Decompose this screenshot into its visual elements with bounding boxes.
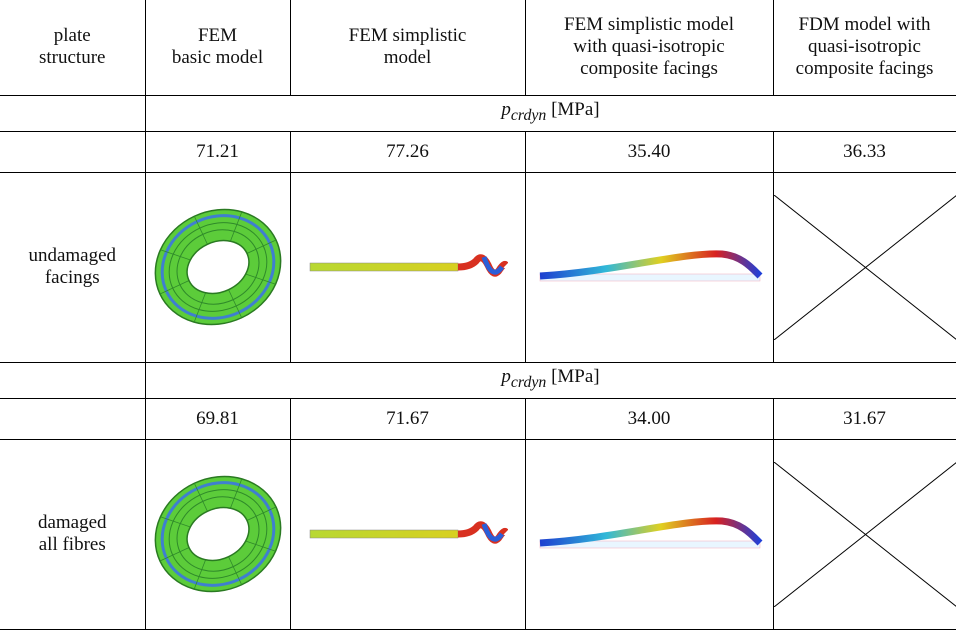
value-cell: 71.21 — [145, 131, 290, 172]
header-cell: FDM model with quasi-isotropic composite… — [773, 0, 956, 95]
value-cell: 35.40 — [525, 131, 773, 172]
results-table: plate structure FEM basic model FEM simp… — [0, 0, 956, 630]
quantity-subscript: crdyn — [511, 374, 546, 391]
header-cell: FEM simplistic model with quasi-isotropi… — [525, 0, 773, 95]
arc-model-image — [532, 509, 767, 559]
quantity-cell: pcrdyn [MPa] — [145, 362, 956, 398]
row-label: undamaged facings — [0, 172, 145, 362]
image-cell — [773, 439, 956, 629]
empty-cell — [0, 95, 145, 131]
value-cell: 36.33 — [773, 131, 956, 172]
quantity-unit: [MPa] — [551, 366, 600, 387]
ring-model-image — [148, 469, 288, 599]
image-cell — [290, 439, 525, 629]
image-cell — [525, 439, 773, 629]
quantity-unit: [MPa] — [551, 99, 600, 120]
value-cell: 31.67 — [773, 398, 956, 439]
empty-cell-cross — [774, 462, 956, 607]
value-cell: 34.00 — [525, 398, 773, 439]
row-label: damaged all fibres — [0, 439, 145, 629]
image-cell — [145, 439, 290, 629]
image-row: damaged all fibres — [0, 439, 956, 629]
quantity-row: pcrdyn [MPa] — [0, 95, 956, 131]
arc-model-image — [532, 242, 767, 292]
empty-cell — [0, 398, 145, 439]
quantity-symbol: p — [501, 366, 511, 387]
quantity-row: pcrdyn [MPa] — [0, 362, 956, 398]
value-cell: 71.67 — [290, 398, 525, 439]
empty-cell — [0, 362, 145, 398]
image-cell — [773, 172, 956, 362]
header-row: plate structure FEM basic model FEM simp… — [0, 0, 956, 95]
empty-cell-cross — [774, 195, 956, 340]
beam-model-image — [308, 514, 508, 554]
quantity-cell: pcrdyn [MPa] — [145, 95, 956, 131]
empty-cell — [0, 131, 145, 172]
header-cell: plate structure — [0, 0, 145, 95]
page: plate structure FEM basic model FEM simp… — [0, 0, 956, 540]
value-cell: 69.81 — [145, 398, 290, 439]
header-cell: FEM simplistic model — [290, 0, 525, 95]
header-cell: FEM basic model — [145, 0, 290, 95]
image-row: undamaged facings — [0, 172, 956, 362]
ring-model-image — [148, 202, 288, 332]
image-cell — [145, 172, 290, 362]
quantity-symbol: p — [501, 99, 511, 120]
image-cell — [290, 172, 525, 362]
image-cell — [525, 172, 773, 362]
value-cell: 77.26 — [290, 131, 525, 172]
quantity-subscript: crdyn — [511, 107, 546, 124]
beam-model-image — [308, 247, 508, 287]
